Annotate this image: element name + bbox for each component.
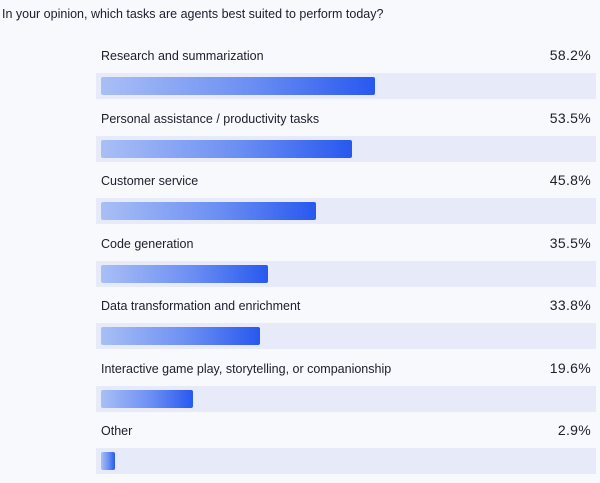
bar-row: Personal assistance / productivity tasks…	[96, 108, 596, 171]
bar	[101, 139, 353, 158]
bar-track	[96, 323, 596, 349]
category-label: Research and summarization	[101, 49, 264, 63]
value-label: 58.2%	[549, 47, 591, 63]
bar-row-header: Other 2.9%	[96, 420, 596, 444]
bar-chart: Research and summarization 58.2% Personal …	[96, 45, 596, 483]
bar	[101, 452, 115, 470]
chart-title: In your opinion, which tasks are agents …	[2, 7, 384, 21]
category-label: Other	[101, 424, 133, 438]
bar-row: Customer service 45.8%	[96, 170, 596, 233]
bar	[101, 202, 317, 220]
value-label: 19.6%	[549, 359, 591, 376]
value-label: 45.8%	[549, 172, 591, 188]
bar	[101, 77, 375, 95]
bar-track	[96, 198, 596, 224]
bar	[101, 327, 260, 345]
bar-row: Interactive game play, storytelling, or …	[96, 358, 596, 421]
value-label: 33.8%	[549, 297, 591, 313]
category-label: Code generation	[101, 236, 194, 251]
value-label: 2.9%	[557, 422, 591, 438]
bar-row: Data transformation and enrichment 33.8%	[96, 295, 596, 358]
bar-row-header: Interactive game play, storytelling, or …	[96, 358, 596, 382]
bar-row: Other 2.9%	[96, 420, 596, 483]
category-label: Personal assistance / productivity tasks	[101, 111, 320, 126]
bar-row-header: Code generation 35.5%	[96, 233, 596, 257]
bar	[101, 264, 268, 283]
bar-row: Research and summarization 58.2%	[96, 45, 596, 108]
bar-row: Code generation 35.5%	[96, 233, 596, 296]
category-label: Data transformation and enrichment	[101, 299, 301, 313]
bar-track	[96, 135, 596, 162]
value-label: 35.5%	[549, 234, 591, 251]
bar-row-header: Customer service 45.8%	[96, 170, 596, 194]
category-label: Interactive game play, storytelling, or …	[101, 361, 392, 376]
bar-row-header: Research and summarization 58.2%	[96, 45, 596, 69]
bar-row-header: Data transformation and enrichment 33.8%	[96, 295, 596, 319]
bar-track	[96, 73, 596, 99]
bar-track	[96, 260, 596, 287]
bar-track	[96, 385, 596, 412]
value-label: 53.5%	[549, 109, 591, 126]
bar	[101, 389, 194, 408]
bar-row-header: Personal assistance / productivity tasks…	[96, 108, 596, 132]
category-label: Customer service	[101, 174, 199, 188]
bar-track	[96, 448, 596, 474]
